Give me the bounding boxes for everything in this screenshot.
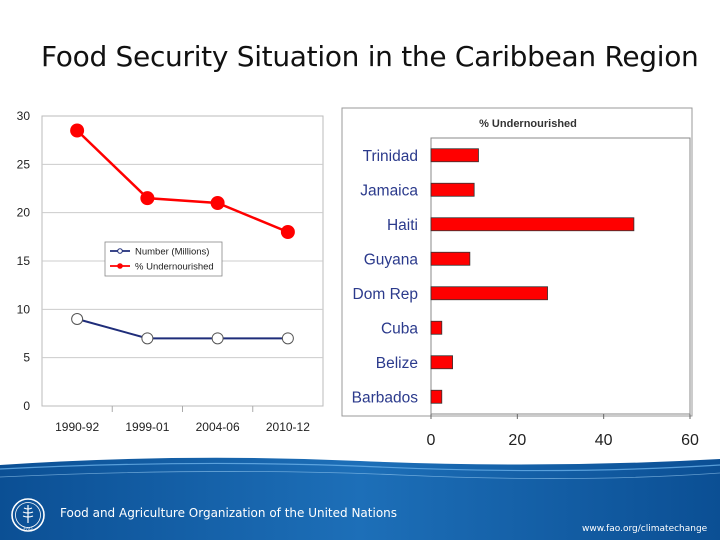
legend-marker — [117, 248, 123, 254]
bar — [430, 286, 548, 301]
category-label: Jamaica — [360, 182, 418, 199]
bar — [430, 320, 443, 335]
data-point — [211, 332, 224, 345]
bar — [430, 389, 443, 404]
x-tick-label: 1990-92 — [55, 420, 99, 434]
category-label: Barbados — [352, 389, 419, 406]
y-tick-label: 0 — [23, 399, 30, 413]
bar — [430, 182, 475, 197]
x-tick-label: 2004-06 — [196, 420, 240, 434]
series-line — [76, 318, 288, 340]
bar — [430, 148, 479, 163]
line-chart: 0 5 10 15 20 25 30 1990-92 1999-01 2004-06 2010-1… — [17, 109, 324, 434]
data-point — [280, 225, 295, 239]
data-point — [210, 196, 225, 210]
legend-marker — [117, 263, 123, 269]
data-point — [71, 313, 84, 325]
legend-label: % Undernourished — [135, 262, 214, 273]
x-tick-label: 60 — [681, 432, 699, 449]
category-label: Trinidad — [363, 148, 418, 165]
x-tick-label: 1999-01 — [125, 420, 169, 434]
y-tick-label: 20 — [17, 206, 31, 220]
y-tick-label: 10 — [17, 302, 31, 316]
bar-chart-gridlines — [430, 414, 691, 419]
footer-org-name: Food and Agriculture Organization of the… — [60, 506, 398, 520]
data-point — [140, 191, 155, 206]
x-tick-label: 2010-12 — [266, 420, 310, 434]
y-tick-label: 30 — [17, 109, 31, 123]
line-chart-legend: Number (Millions) % Undernourished — [104, 241, 223, 277]
bar-chart-title: % Undernourished — [479, 118, 577, 130]
bar — [430, 355, 453, 370]
data-point — [70, 123, 85, 138]
bar-chart: % Undernourished Trinidad Jamaica Haiti Guy… — [341, 107, 699, 449]
y-tick-label: 15 — [17, 254, 31, 268]
category-label: Dom Rep — [353, 286, 418, 303]
category-label: Guyana — [364, 251, 419, 268]
legend-box — [104, 241, 223, 277]
slide-title: Food Security Situation in the Caribbean… — [41, 40, 699, 73]
bar-chart-category-labels: Trinidad Jamaica Haiti Guyana Dom Rep Cuba Bel… — [352, 148, 419, 407]
x-tick-label: 20 — [508, 432, 526, 449]
category-label: Belize — [376, 355, 418, 372]
category-label: Cuba — [381, 320, 418, 337]
data-point — [281, 332, 294, 345]
line-chart-x-ticks: 1990-92 1999-01 2004-06 2010-12 — [55, 420, 310, 434]
y-tick-label: 25 — [17, 157, 31, 171]
bar-chart-bars — [430, 148, 635, 404]
bar-chart-plot-area — [430, 137, 691, 415]
data-point — [141, 332, 154, 345]
bar — [430, 217, 635, 232]
bar-chart-x-ticks: 0 20 40 60 — [427, 432, 699, 449]
line-chart-y-ticks: 0 5 10 15 20 25 30 — [17, 109, 31, 413]
y-tick-label: 5 — [23, 351, 30, 365]
x-tick-label: 40 — [595, 432, 613, 449]
x-tick-label: 0 — [427, 432, 436, 449]
footer-url: www.fao.org/climatechange — [582, 524, 708, 534]
fao-logo-text: FAO — [23, 526, 33, 531]
legend-label: Number (Millions) — [135, 247, 209, 258]
line-chart-series — [70, 123, 295, 345]
footer-band — [0, 455, 720, 540]
fao-logo-icon: FAO — [11, 498, 45, 532]
bar — [430, 251, 471, 266]
category-label: Haiti — [387, 217, 418, 234]
series-line — [76, 129, 289, 234]
